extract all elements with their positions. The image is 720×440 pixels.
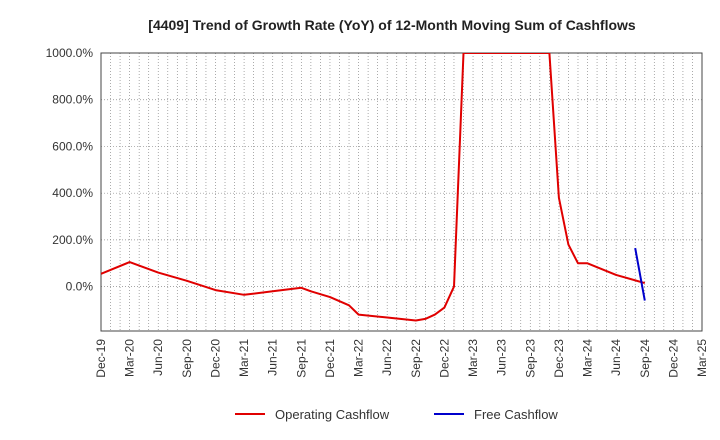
x-tick-label: Mar-20 bbox=[123, 339, 137, 377]
chart-title: [4409] Trend of Growth Rate (YoY) of 12-… bbox=[148, 17, 636, 33]
y-tick-label: 200.0% bbox=[52, 233, 93, 247]
legend-label-operating-cashflow: Operating Cashflow bbox=[275, 407, 390, 422]
legend: Operating Cashflow Free Cashflow bbox=[235, 407, 558, 422]
x-tick-label: Sep-24 bbox=[638, 339, 652, 378]
x-tick-label: Mar-24 bbox=[581, 339, 595, 377]
x-tick-label: Dec-24 bbox=[666, 339, 680, 378]
x-tick-label: Dec-21 bbox=[323, 339, 337, 378]
x-tick-label: Mar-21 bbox=[237, 339, 251, 377]
x-tick-label: Sep-20 bbox=[180, 339, 194, 378]
series-line-free-cashflow bbox=[634, 247, 646, 301]
series-line-operating-cashflow bbox=[101, 53, 646, 322]
y-tick-label: 1000.0% bbox=[46, 46, 94, 60]
y-tick-label: 600.0% bbox=[52, 139, 93, 153]
x-tick-label: Dec-20 bbox=[208, 339, 222, 378]
x-tick-label: Sep-22 bbox=[409, 339, 423, 378]
x-tick-label: Mar-23 bbox=[466, 339, 480, 377]
x-tick-label: Jun-21 bbox=[266, 339, 280, 376]
y-tick-label: 0.0% bbox=[66, 280, 94, 294]
x-tick-label: Dec-22 bbox=[437, 339, 451, 378]
plot-frame bbox=[100, 52, 703, 332]
x-tick-label: Sep-23 bbox=[523, 339, 537, 378]
x-tick-label: Jun-24 bbox=[609, 339, 623, 376]
grid bbox=[100, 52, 703, 332]
legend-label-free-cashflow: Free Cashflow bbox=[474, 407, 558, 422]
plot-area bbox=[101, 53, 646, 322]
x-tick-label: Jun-20 bbox=[151, 339, 165, 376]
x-tick-label: Dec-23 bbox=[552, 339, 566, 378]
x-tick-label: Jun-23 bbox=[495, 339, 509, 376]
x-axis-ticks: Dec-19 Mar-20 Jun-20 Sep-20 Dec-20 Mar-21 Jun-… bbox=[94, 339, 709, 378]
x-tick-label: Jun-22 bbox=[380, 339, 394, 376]
x-tick-label: Sep-21 bbox=[294, 339, 308, 378]
x-tick-label: Mar-25 bbox=[695, 339, 709, 377]
y-tick-label: 400.0% bbox=[52, 186, 93, 200]
y-tick-label: 800.0% bbox=[52, 93, 93, 107]
y-axis-ticks: 1000.0% 800.0% 600.0% 400.0% 200.0% 0.0% bbox=[46, 46, 94, 294]
x-tick-label: Dec-19 bbox=[94, 339, 108, 378]
x-tick-label: Mar-22 bbox=[352, 339, 366, 377]
